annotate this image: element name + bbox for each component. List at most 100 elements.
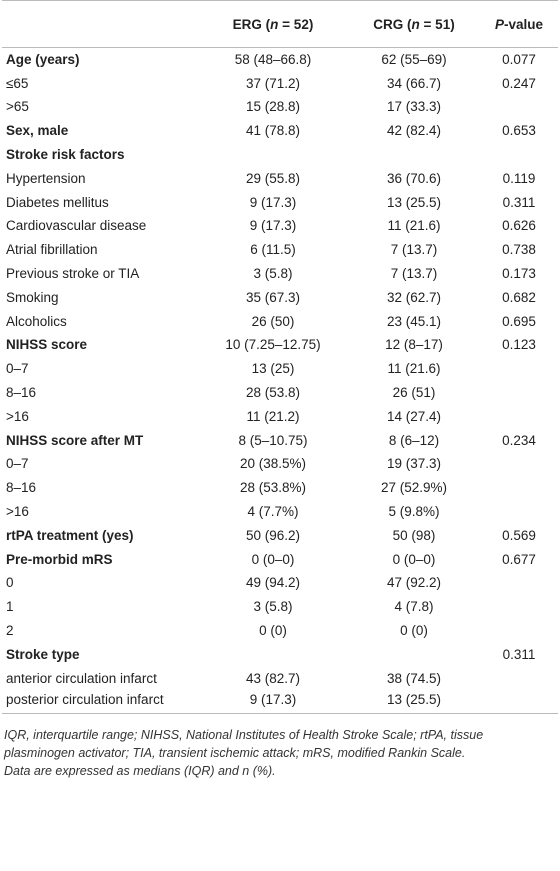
cell: 29 (55.8) bbox=[245, 170, 301, 186]
cell: 17 (33.3) bbox=[386, 99, 442, 115]
table: ERG (n = 52) CRG (n = 51) P-value Age (yea… bbox=[2, 0, 558, 715]
row-label: Alcoholics bbox=[6, 313, 67, 329]
table-row: Pre-morbid mRS 0 (0–0) 0 (0–0) 0.677 bbox=[2, 547, 558, 571]
cell: 11 (21.6) bbox=[387, 361, 441, 377]
header-cell: CRG (n = 51) bbox=[348, 0, 480, 48]
table-row: 8–16 28 (53.8) 26 (51) bbox=[2, 381, 558, 405]
cell: 35 (67.3) bbox=[245, 289, 301, 305]
row-label: Age (years) bbox=[6, 52, 80, 68]
row-label: posterior circulation infarct bbox=[2, 690, 198, 715]
table-row: posterior circulation infarct 9 (17.3) 13 … bbox=[2, 690, 558, 715]
table-row: Age (years) 58 (48–66.8) 62 (55–69) 0.077 bbox=[2, 48, 558, 72]
cell bbox=[480, 500, 558, 524]
cell: 4 (7.8) bbox=[394, 599, 434, 615]
header-row: ERG (n = 52) CRG (n = 51) P-value bbox=[2, 0, 558, 48]
table-row: >65 15 (28.8) 17 (33.3) bbox=[2, 95, 558, 119]
cell: 10 (7.25–12.75) bbox=[225, 337, 321, 353]
footnote-line: IQR, interquartile range; NIHSS, Nationa… bbox=[4, 728, 484, 761]
row-label: Stroke risk factors bbox=[6, 147, 125, 163]
table-row: Alcoholics 26 (50) 23 (45.1) 0.695 bbox=[2, 309, 558, 333]
cell: 0.569 bbox=[502, 527, 536, 543]
row-label: Smoking bbox=[6, 289, 59, 305]
row-label: 8–16 bbox=[6, 385, 37, 401]
table-row: rtPA treatment (yes) 50 (96.2) 50 (98) 0.56… bbox=[2, 523, 558, 547]
row-label: >16 bbox=[6, 408, 29, 424]
cell: 26 (50) bbox=[251, 313, 295, 329]
table-row: Atrial fibrillation 6 (11.5) 7 (13.7) 0.738 bbox=[2, 238, 558, 262]
row-label: Stroke type bbox=[6, 646, 80, 662]
cell bbox=[348, 642, 480, 666]
row-label: ≤65 bbox=[6, 75, 29, 91]
cell bbox=[480, 619, 558, 643]
cell: 0 (0–0) bbox=[392, 551, 436, 567]
row-label: NIHSS score bbox=[6, 337, 88, 353]
cell: 6 (11.5) bbox=[250, 242, 296, 258]
cell: 62 (55–69) bbox=[381, 52, 447, 68]
cell: 27 (52.9%) bbox=[380, 480, 448, 496]
cell bbox=[480, 95, 558, 119]
row-label: Atrial fibrillation bbox=[6, 242, 98, 258]
table-row: 0–7 13 (25) 11 (21.6) bbox=[2, 357, 558, 381]
row-label: 0 bbox=[6, 575, 14, 591]
table-row: 8–16 28 (53.8%) 27 (52.9%) bbox=[2, 476, 558, 500]
table-row: 0–7 20 (38.5%) 19 (37.3) bbox=[2, 452, 558, 476]
row-label: Previous stroke or TIA bbox=[6, 266, 140, 282]
cell: 23 (45.1) bbox=[386, 313, 442, 329]
cell bbox=[480, 595, 558, 619]
cell: 15 (28.8) bbox=[245, 99, 301, 115]
cell: 13 (25.5) bbox=[348, 690, 480, 715]
cell: 7 (13.7) bbox=[390, 266, 438, 282]
cell bbox=[480, 452, 558, 476]
table-row: Stroke risk factors bbox=[2, 143, 558, 167]
cell bbox=[198, 642, 348, 666]
header-text: -value bbox=[503, 16, 544, 32]
row-label: 1 bbox=[6, 599, 14, 615]
row-label: 0–7 bbox=[6, 361, 29, 377]
cell: 38 (74.5) bbox=[386, 670, 442, 686]
cell: 34 (66.7) bbox=[386, 75, 442, 91]
cell: 37 (71.2) bbox=[245, 75, 301, 91]
table-body: Age (years) 58 (48–66.8) 62 (55–69) 0.077 ≤6… bbox=[2, 48, 558, 715]
header-text: n bbox=[411, 16, 420, 32]
row-label: Pre-morbid mRS bbox=[6, 551, 113, 567]
table-row: Previous stroke or TIA 3 (5.8) 7 (13.7) 0.1… bbox=[2, 262, 558, 286]
row-label: Hypertension bbox=[6, 170, 86, 186]
cell: 41 (78.8) bbox=[245, 123, 301, 139]
row-label: NIHSS score after MT bbox=[6, 432, 144, 448]
cell: 0.695 bbox=[502, 313, 536, 329]
cell: 28 (53.8) bbox=[245, 385, 301, 401]
table-row: Smoking 35 (67.3) 32 (62.7) 0.682 bbox=[2, 285, 558, 309]
table-row: NIHSS score 10 (7.25–12.75) 12 (8–17) 0.123 bbox=[2, 333, 558, 357]
footnote-line: Data are expressed as medians (IQR) and … bbox=[4, 764, 276, 779]
cell: 3 (5.8) bbox=[253, 266, 293, 282]
cell: 26 (51) bbox=[392, 385, 436, 401]
cell: 0.682 bbox=[502, 289, 536, 305]
cell: 8 (6–12) bbox=[388, 432, 440, 448]
cell bbox=[480, 404, 558, 428]
cell bbox=[480, 143, 558, 167]
cell: 20 (38.5%) bbox=[239, 456, 307, 472]
header-text: CRG ( bbox=[373, 16, 412, 32]
cell: 0.123 bbox=[502, 337, 536, 353]
cell: 32 (62.7) bbox=[386, 289, 442, 305]
cell: 11 (21.6) bbox=[387, 218, 441, 234]
cell: 43 (82.7) bbox=[245, 670, 301, 686]
cell: 0 (0–0) bbox=[251, 551, 295, 567]
cell: 0.677 bbox=[502, 551, 536, 567]
cell: 0.247 bbox=[502, 75, 536, 91]
row-label: Cardiovascular disease bbox=[6, 218, 147, 234]
cell: 50 (98) bbox=[392, 527, 436, 543]
cell: 0.077 bbox=[502, 52, 536, 68]
cell: 0 (0) bbox=[400, 623, 428, 639]
cell: 42 (82.4) bbox=[386, 123, 442, 139]
cell: 9 (17.3) bbox=[249, 194, 297, 210]
cell: 9 (17.3) bbox=[198, 690, 348, 715]
cell: 8 (5–10.75) bbox=[238, 432, 308, 448]
cell: 0.626 bbox=[502, 218, 536, 234]
cell: 28 (53.8%) bbox=[239, 480, 307, 496]
cell bbox=[480, 690, 558, 715]
cell bbox=[480, 666, 558, 690]
row-label: >65 bbox=[6, 99, 29, 115]
cell: 7 (13.7) bbox=[390, 242, 438, 258]
header-cell bbox=[2, 0, 198, 48]
